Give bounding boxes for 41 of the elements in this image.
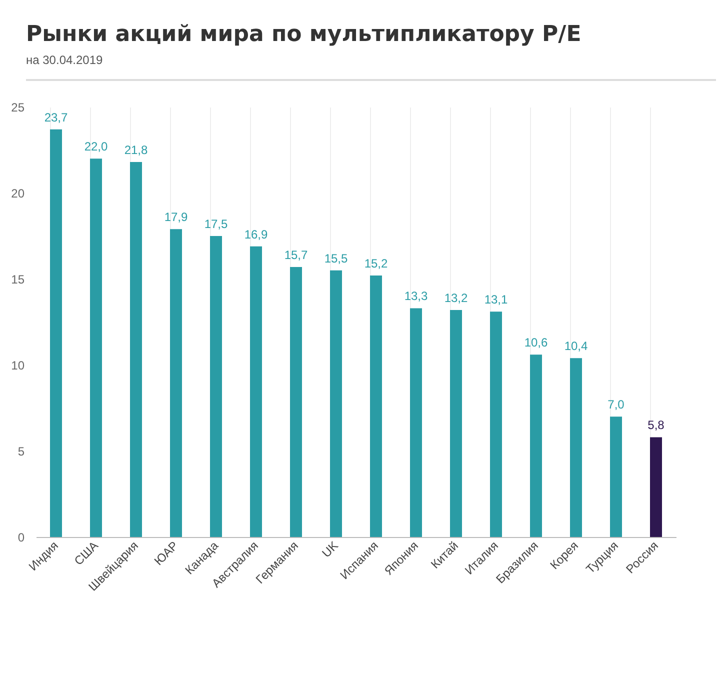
y-tick-label: 20 [11, 186, 25, 200]
data-label: 7,0 [608, 398, 625, 412]
y-tick-label: 5 [18, 444, 25, 458]
bar [210, 236, 222, 537]
bar [570, 358, 582, 537]
data-label: 13,3 [404, 289, 428, 304]
data-label: 17,5 [204, 217, 228, 231]
data-label: 15,7 [284, 248, 308, 262]
bar [90, 158, 102, 537]
data-label: 22,0 [84, 140, 108, 154]
bar [530, 354, 542, 537]
data-label: 15,2 [364, 256, 388, 271]
chart-title: Рынки акций мира по мультипликатору P/E [26, 22, 582, 47]
bar [490, 312, 502, 537]
y-tick-label: 10 [11, 358, 25, 372]
chart-subtitle: на 30.04.2019 [26, 53, 104, 67]
data-label: 13,2 [444, 290, 468, 305]
bar [290, 266, 302, 537]
bar [450, 310, 462, 537]
bar [650, 437, 662, 537]
data-label: 16,9 [244, 227, 268, 242]
data-label: 15,5 [324, 251, 348, 266]
x-tick-label: UK [319, 538, 341, 560]
data-label: 21,8 [124, 143, 148, 158]
data-label: 10,6 [524, 336, 548, 350]
y-tick-label: 0 [18, 530, 25, 544]
y-tick-label: 15 [11, 272, 25, 286]
y-tick-label: 25 [11, 100, 25, 114]
data-label: 10,4 [564, 339, 588, 354]
data-label: 13,1 [484, 292, 508, 307]
bar [410, 308, 422, 537]
data-label: 17,9 [164, 210, 188, 224]
bar [130, 162, 142, 537]
data-label: 23,7 [44, 110, 68, 124]
bar [370, 276, 382, 537]
data-label: 5,8 [648, 418, 665, 432]
bar [330, 270, 342, 537]
bar [250, 246, 262, 537]
bar [170, 229, 182, 537]
bar [50, 129, 62, 537]
bar [610, 416, 622, 537]
